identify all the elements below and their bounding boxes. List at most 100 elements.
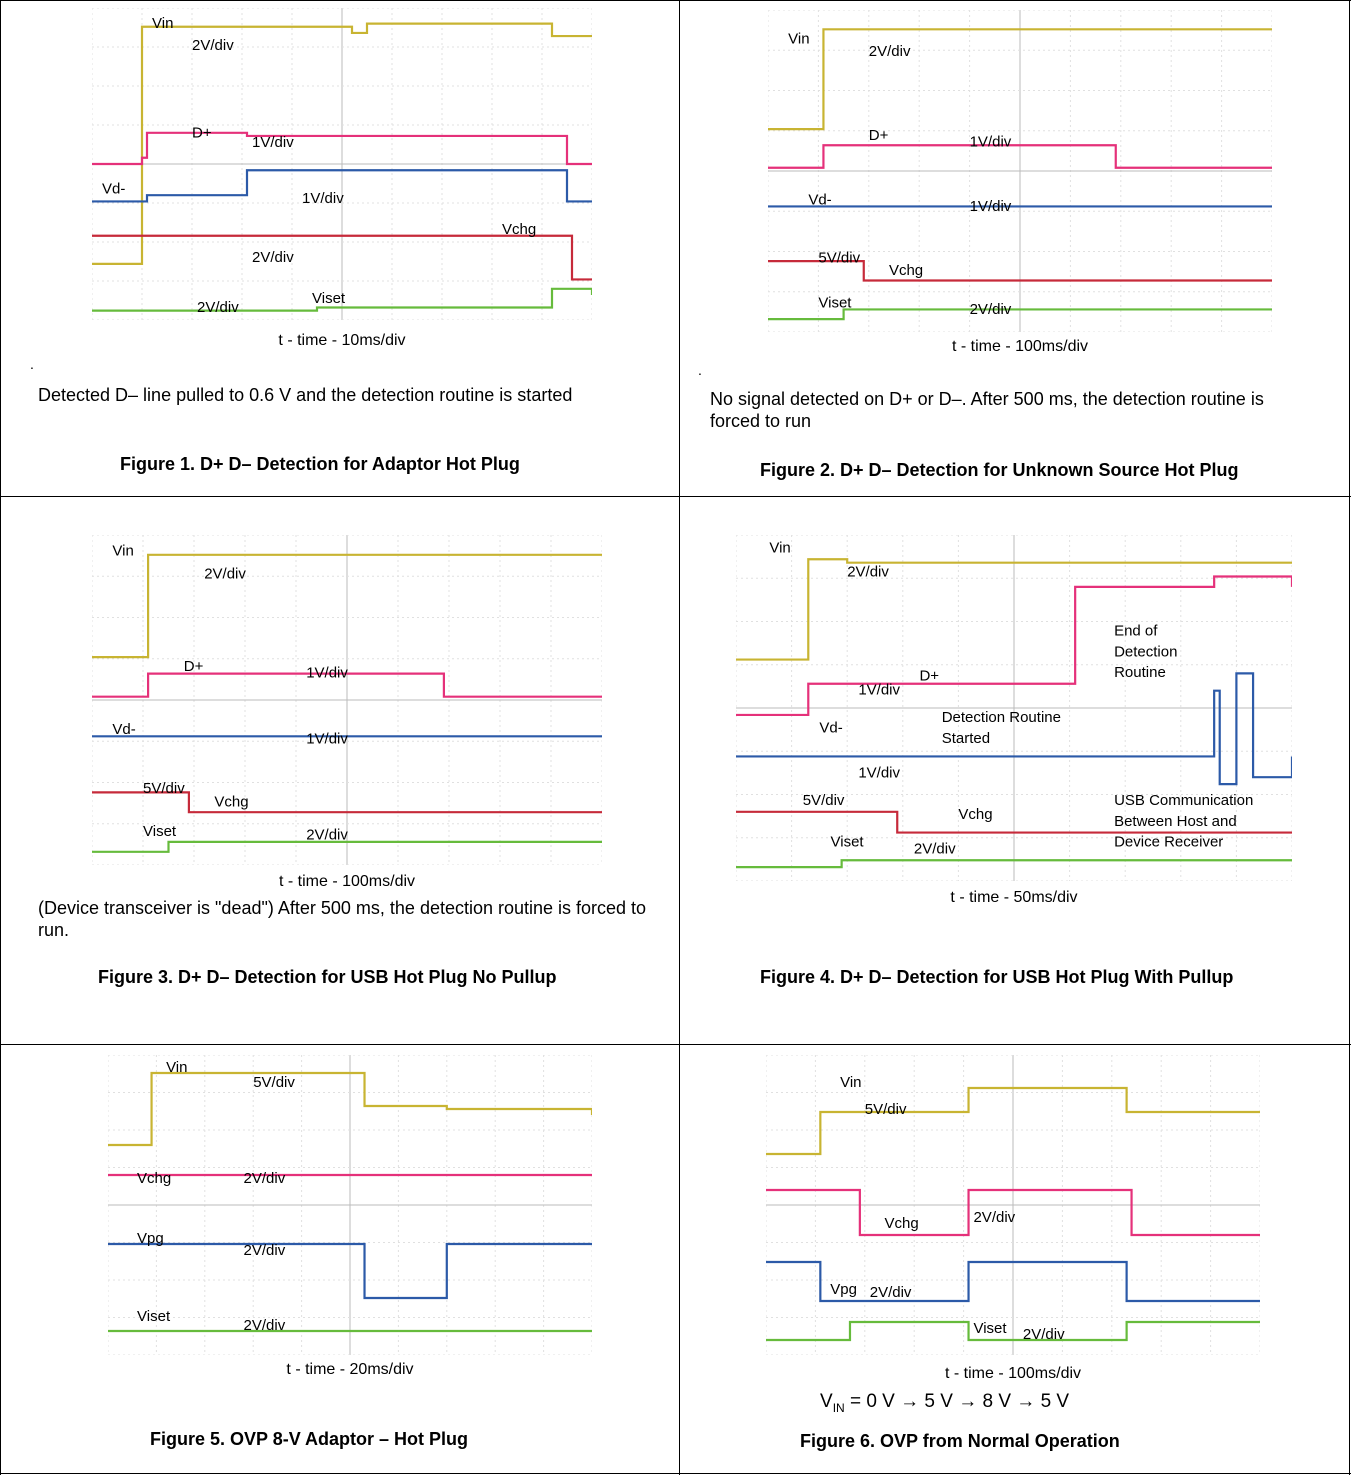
trace-d [92,672,602,698]
trace-label: 2V/div [252,249,294,266]
trace-label: 1V/div [306,665,348,682]
trace-vd [736,672,1292,786]
trace-label: Started [942,730,990,747]
scope-grid [92,8,592,320]
trace-vpg [108,1242,592,1300]
trace-label: 2V/div [192,37,234,54]
trace-label: 2V/div [244,1317,286,1334]
trace-label: 2V/div [847,564,889,581]
figure-1-cell: Vin 2V/div D+ 1V/div Vd- 1V/div Vchg 2V/div 2V/d… [0,0,679,496]
figure-title: Figure 5. OVP 8-V Adaptor – Hot Plug [150,1429,469,1449]
scope-plot: Vin 2V/div D+ 1V/div Vd- 1V/div Vchg 2V/div 2V/d… [92,8,592,320]
trace-vin [92,553,602,659]
trace-label: Device Receiver [1114,834,1223,851]
trace-label: 2V/div [204,566,246,583]
trace-label: Between Host and [1114,813,1237,830]
scope-grid [766,1055,1260,1355]
trace-label: Viset [137,1308,171,1325]
trace-label: 2V/div [244,1170,286,1187]
trace-viset [736,859,1292,869]
eq-prefix: V [820,1391,833,1412]
x-axis-label: t - time - 100ms/div [944,1365,1082,1382]
trace-label: 2V/div [870,1284,912,1301]
trace-label: Vpg [137,1230,164,1247]
trace-vin [766,1086,1260,1156]
trace-label: 1V/div [858,681,900,698]
x-axis-label: t - time - 100ms/div [278,873,416,890]
scope-plot: Vin 2V/div D+ 1V/div Vd- 1V/div 5V/div Vchg Vise… [768,10,1272,332]
trace-vchg [768,260,1272,282]
trace-label: Vin [166,1059,187,1076]
trace-label: Viset [143,823,177,840]
trace-label: 5V/div [253,1074,295,1091]
trace-label: Vchg [885,1215,919,1232]
trace-vchg [736,810,1292,834]
table-border-bottom [0,1473,1351,1474]
trace-vin [736,558,1292,661]
scope-plot: Vin 2V/div End of Detection Routine D+ 1V/div D… [736,535,1292,881]
figure-title: Figure 2. D+ D– Detection for Unknown So… [760,460,1239,480]
trace-label: 2V/div [970,301,1012,318]
trace-label: 1V/div [252,134,294,151]
trace-label: 2V/div [914,840,956,857]
trace-label: Vchg [958,806,992,823]
x-axis-label: t - time - 10ms/div [278,332,406,349]
figure-6-cell: Vin 5V/div Vchg 2V/div Vpg 2V/div Viset 2V/div … [680,1045,1350,1473]
eq-rest: = 0 V → 5 V → 8 V → 5 V [844,1391,1070,1412]
trace-vin [768,28,1272,131]
vin-equation: VIN = 0 V → 5 V → 8 V → 5 V [820,1391,1069,1415]
trace-label: 2V/div [306,826,348,843]
trace-label: 5V/div [865,1101,907,1118]
figure-2-cell: Vin 2V/div D+ 1V/div Vd- 1V/div 5V/div Vchg Vise… [680,0,1350,496]
trace-label: D+ [184,658,204,675]
trace-d [736,575,1292,717]
trace-label: Viset [973,1320,1007,1337]
trace-label: End of [1114,623,1158,640]
scope-grid [768,10,1272,332]
x-axis-label: t - time - 50ms/div [950,889,1078,906]
table-divider-vertical [679,0,680,1475]
trace-label: USB Communication [1114,792,1253,809]
trace-d [768,144,1272,169]
trace-label: Vin [788,30,809,47]
trace-label: D+ [192,124,212,141]
trace-label: 1V/div [302,190,344,207]
trace-label: 1V/div [970,133,1012,150]
trace-vchg [92,234,592,281]
eq-sub: IN [832,1400,845,1415]
table-divider-row2 [0,1044,1351,1045]
trace-label: Vin [840,1074,861,1091]
trace-viset [92,287,592,312]
trace-vd [92,169,592,203]
trace-label: Vin [769,539,790,556]
scope-svg: Vin 2V/div D+ 1V/div Vd- 1V/div Vchg 2V/div 2V/d… [92,8,592,320]
trace-label: 2V/div [197,299,239,316]
trace-label: Vchg [502,221,536,238]
trace-label: Vchg [137,1170,171,1187]
trace-label: Vchg [214,793,248,810]
bullet-dot: . [30,356,34,372]
x-axis-label: t - time - 100ms/div [951,338,1089,355]
trace-label: Vd- [808,191,831,208]
trace-label: Vd- [112,721,135,738]
scope-plot: Vin 5V/div Vchg 2V/div Vpg 2V/div Viset 2V/div [766,1055,1260,1355]
trace-viset [92,840,602,853]
trace-label: D+ [919,667,939,684]
scope-grid [92,535,602,865]
trace-label: 1V/div [858,764,900,781]
figure-3-cell: Vin 2V/div D+ 1V/div Vd- 1V/div 5V/div Vchg Vise… [0,497,679,1044]
scope-grid [108,1055,592,1355]
trace-label: Vin [152,15,173,32]
figure-5-cell: Vin 5V/div Vchg 2V/div Vpg 2V/div Viset 2V/div … [0,1045,679,1473]
trace-label: 2V/div [869,43,911,60]
trace-label: Vpg [830,1281,857,1298]
table-border-left [0,0,1,1475]
trace-label: Vchg [889,262,923,279]
bullet-dot: . [698,362,702,378]
figure-title: Figure 3. D+ D– Detection for USB Hot Pl… [98,967,557,987]
trace-label: 1V/div [306,731,348,748]
trace-label: Vd- [819,719,842,736]
trace-viset [768,308,1272,321]
figure-title: Figure 1. D+ D– Detection for Adaptor Ho… [120,454,520,474]
